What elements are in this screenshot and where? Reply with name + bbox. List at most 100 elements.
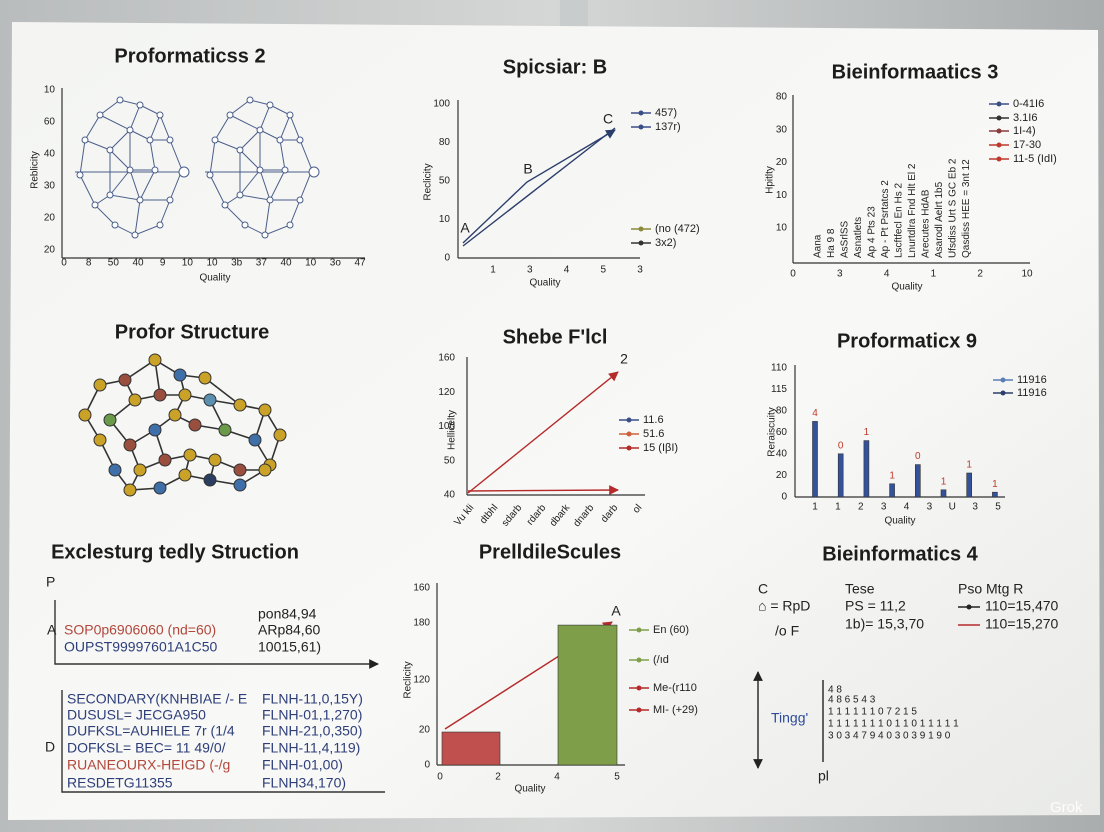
- y-tick-label: 40: [444, 490, 456, 501]
- x-tick-label: 50: [108, 258, 120, 269]
- x-tick-label: 8: [86, 258, 92, 269]
- x-tick-label: 5: [614, 772, 620, 783]
- y-tick-label: 20: [44, 213, 56, 224]
- legend-label: 0-41I6: [1013, 98, 1044, 110]
- text-line: 1b)= 15,3,70: [845, 616, 924, 632]
- y-tick-label: 160: [438, 353, 455, 364]
- y-tick-label: 50: [439, 176, 451, 187]
- x-tick-label: 3: [637, 265, 643, 276]
- legend-dot: [626, 431, 632, 437]
- x-tick-label: 3: [927, 502, 933, 513]
- bar: [940, 489, 947, 498]
- y-tick-label: 0: [424, 760, 430, 771]
- text-line: A: [47, 622, 57, 638]
- x-tick-label: 10: [182, 258, 194, 269]
- bar: [889, 483, 895, 498]
- y-axis-label: Reraiscuity: [767, 407, 778, 456]
- bar: [812, 421, 818, 498]
- panel-title: Bieinformaatics 3: [832, 61, 999, 83]
- legend-dot: [638, 226, 644, 232]
- legend-label: 17-30: [1013, 139, 1041, 151]
- bar: [863, 440, 870, 498]
- y-tick-label: 100: [438, 421, 455, 432]
- y-tick-label: 110: [771, 363, 787, 374]
- x-tick-label: 3: [837, 269, 843, 280]
- x-tick-label: 2: [858, 502, 864, 513]
- y-tick-label: 30: [776, 124, 788, 135]
- legend-label: (no (472): [655, 223, 700, 235]
- x-tick-label: 4: [884, 269, 890, 280]
- y-tick-label: 0: [781, 492, 787, 503]
- y-tick-label: 0: [444, 253, 450, 264]
- x-tick-label: 10: [305, 258, 317, 269]
- rotated-note: Ufsdiss Urt S GC Eb 2: [948, 158, 959, 258]
- panel-title: Spicsiar: B: [503, 56, 607, 78]
- legend-label: 11.6: [643, 414, 664, 426]
- y-tick-label: 160: [413, 583, 430, 594]
- rotated-note: Lnurtdlra Fnd Hlt El 2: [907, 163, 918, 258]
- text-line: 1 1 1 1 1 1 1 0 1 1 0 1 1 1 1 1: [828, 719, 959, 730]
- rotated-note: Lscftfecl En Hs 2: [894, 183, 905, 258]
- rotated-note: AsSrlSS: [840, 220, 851, 258]
- protein-nodes: [78, 353, 287, 497]
- legend-label: 1I-4): [1013, 125, 1036, 137]
- x-tick-label: 1: [490, 265, 496, 276]
- legend-label: MI- (+29): [653, 704, 698, 716]
- x-tick-label: 3b: [231, 258, 243, 269]
- point-label: A: [611, 603, 621, 619]
- x-tick-label: 5: [600, 265, 606, 276]
- x-axis-label: Quality: [884, 516, 915, 527]
- y-tick-label: 80: [776, 406, 788, 417]
- legend-label: 137r): [655, 121, 681, 133]
- x-tick-label: 10: [1021, 269, 1033, 280]
- text-line: FLNH-11,0,15Y): [262, 691, 363, 707]
- legend-dot: [996, 115, 1002, 121]
- bar: [914, 464, 921, 498]
- legend-dot: [638, 240, 644, 246]
- text-line: SECONDARY(KNHBIAE /- E: [67, 691, 247, 707]
- text-line: PS = 11,2: [845, 598, 906, 614]
- text-line: Tingg': [771, 710, 808, 726]
- legend-label: 11916: [1017, 387, 1047, 399]
- legend-label: 3x2): [655, 237, 676, 249]
- legend-dot: [996, 128, 1002, 134]
- bar-label: 0: [915, 451, 921, 462]
- legend-dot: [636, 627, 642, 633]
- text-line: FLNH34,170): [262, 775, 346, 791]
- legend-dot: [638, 124, 644, 130]
- bar: [966, 472, 973, 498]
- text-line: SOP0p6906060 (nd=60): [64, 622, 216, 638]
- legend-label: 11-5 (IdI): [1013, 153, 1057, 165]
- text-line: 3 0 3 4 7 9 4 0 3 0 3 9 1 9 0: [828, 731, 951, 742]
- y-tick-label: 10: [44, 85, 56, 96]
- y-axis-label: Hpitlty: [765, 166, 776, 194]
- y-tick-label: 100: [433, 99, 450, 110]
- x-tick-label: 0: [437, 772, 443, 783]
- y-tick-label: 50: [444, 455, 456, 466]
- x-tick-label: 10: [206, 258, 218, 269]
- text-line: Pso Mtg R: [958, 581, 1023, 597]
- x-tick-label: 9: [160, 258, 166, 269]
- y-tick-label: 80: [439, 137, 451, 148]
- text-line: C: [758, 581, 768, 597]
- point-label: B: [523, 161, 532, 177]
- point-label: A: [460, 220, 470, 236]
- x-tick-label: 2: [977, 269, 983, 280]
- legend-label: 457): [655, 107, 677, 119]
- y-tick-label: 30: [44, 181, 56, 192]
- x-tick-label: 2: [495, 772, 501, 783]
- bar-label: 0: [838, 440, 844, 451]
- x-axis-label: Quality: [891, 282, 922, 293]
- rotated-note: Asarodl Aelrt 1b5: [934, 181, 945, 258]
- y-tick-label: 180: [413, 618, 430, 629]
- x-tick-label: 37: [256, 258, 268, 269]
- rotated-note: Ap 4 Pts 23: [867, 206, 878, 258]
- text-line: 4 8: [828, 685, 842, 696]
- y-tick-label: 60: [44, 117, 56, 128]
- x-tick-label: 1: [812, 502, 818, 513]
- y-axis-label: Reclicity: [423, 163, 434, 200]
- y-tick-label: 20: [44, 245, 56, 256]
- y-tick-label: 20: [776, 157, 788, 168]
- y-tick-label: 10: [776, 190, 788, 201]
